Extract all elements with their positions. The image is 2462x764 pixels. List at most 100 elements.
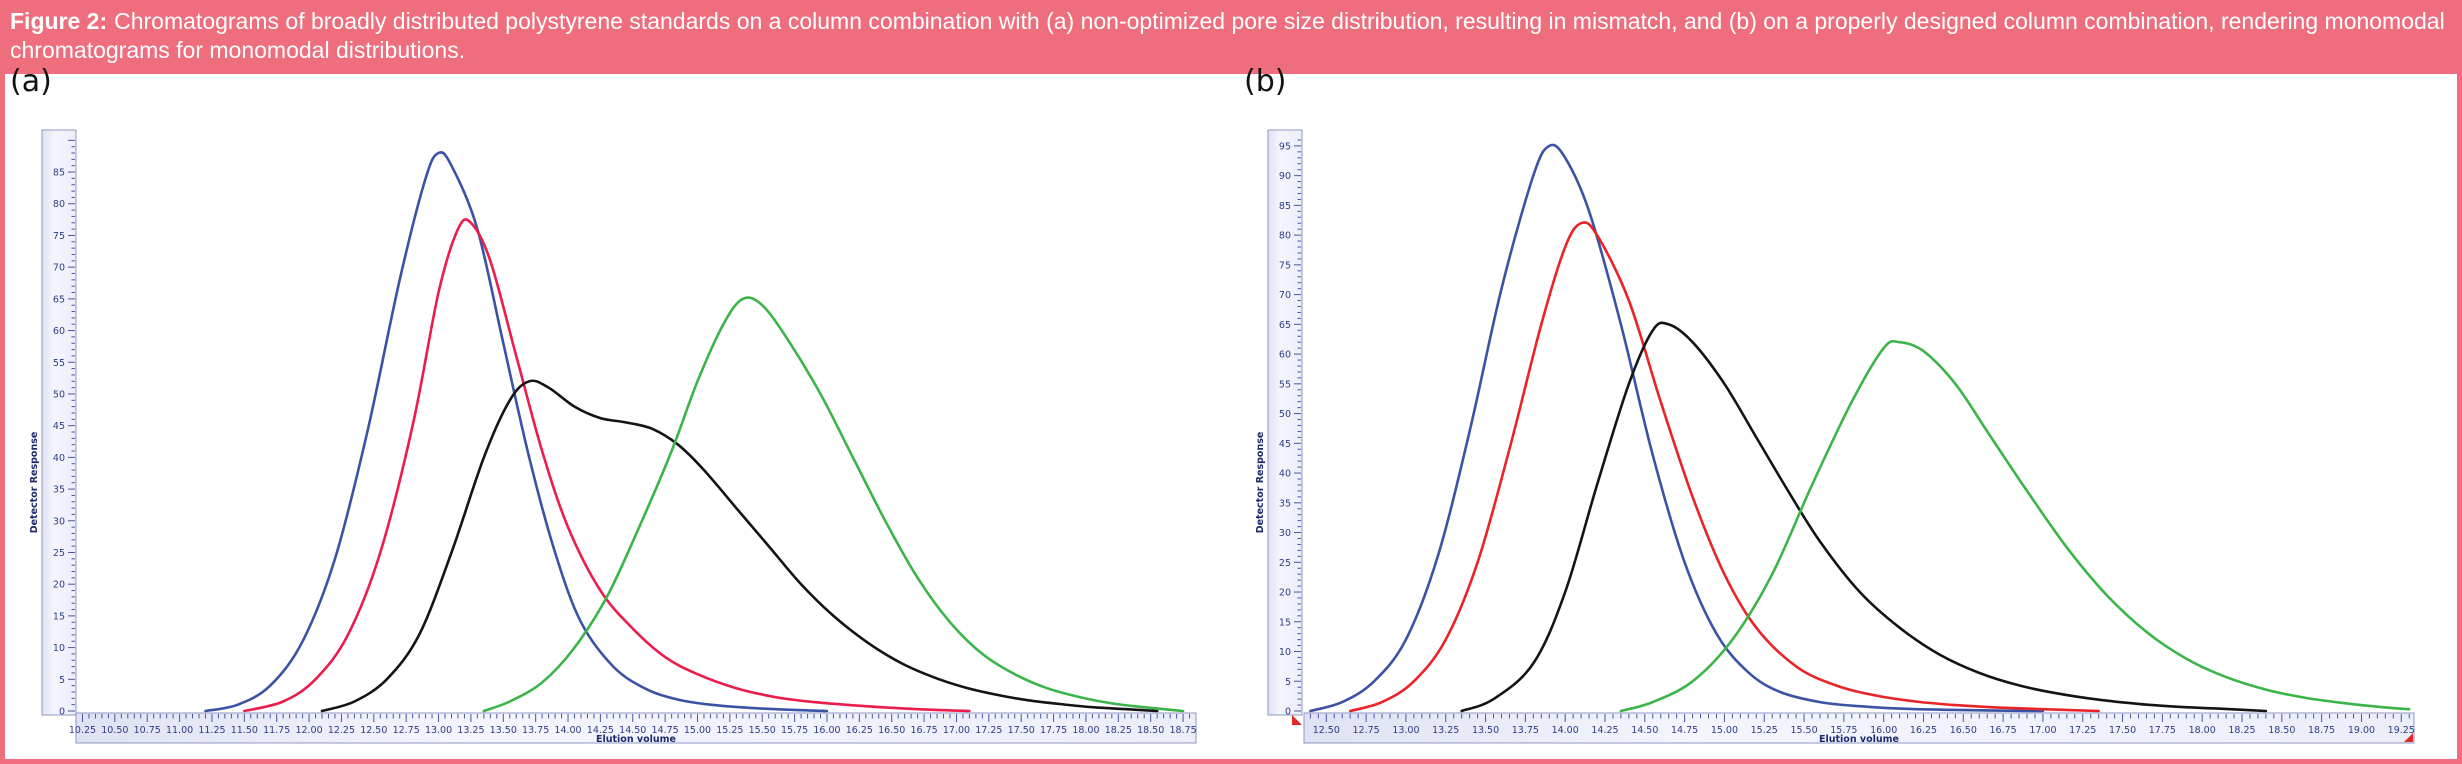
y-tick-label: 60 bbox=[53, 326, 65, 337]
y-tick-label: 75 bbox=[53, 231, 65, 242]
y-tick-label: 45 bbox=[1279, 439, 1291, 450]
x-tick-label: 18.00 bbox=[1072, 725, 1099, 736]
curve-green bbox=[1619, 339, 2411, 713]
y-tick-label: 20 bbox=[53, 580, 65, 591]
charts-row: (a) 0 5 10 15 20 25 30 35 40 45 50 55 60 65 70 75 80 85 10… bbox=[0, 62, 2462, 759]
curve-black bbox=[1460, 321, 2268, 713]
x-tick-label: 19.25 bbox=[2388, 725, 2415, 736]
chart-panel-b: (b) 0 5 10 15 20 25 30 35 40 45 50 55 60 65 70 75 80 85 90… bbox=[1240, 62, 2456, 759]
y-tick-label: 55 bbox=[1279, 379, 1291, 390]
y-tick-label: 80 bbox=[53, 199, 65, 210]
x-tick-label: 11.00 bbox=[166, 725, 193, 736]
x-tick-label: 17.75 bbox=[1040, 725, 1067, 736]
x-tick-label: 11.25 bbox=[198, 725, 225, 736]
y-axis-title: Detector Response bbox=[29, 432, 40, 534]
x-tick-label: 15.50 bbox=[1790, 725, 1817, 736]
x-tick-label: 18.00 bbox=[2189, 725, 2216, 736]
x-tick-label: 14.00 bbox=[554, 725, 581, 736]
y-tick-label: 70 bbox=[53, 263, 65, 274]
x-tick-label: 15.75 bbox=[1830, 725, 1857, 736]
x-tick-label: 16.00 bbox=[1870, 725, 1897, 736]
x-tick-label: 17.25 bbox=[975, 725, 1002, 736]
x-tick-label: 12.75 bbox=[1353, 725, 1380, 736]
curve-blue bbox=[1309, 143, 2045, 713]
x-tick-label: 15.00 bbox=[684, 725, 711, 736]
x-ticks: 10.25 10.50 10.75 11.00 11.25 11.50 11.75 12.00… bbox=[69, 714, 1197, 736]
x-tick-label: 10.75 bbox=[134, 725, 161, 736]
x-tick-label: 12.50 bbox=[1313, 725, 1340, 736]
curve-red bbox=[1348, 221, 2100, 713]
x-tick-label: 12.00 bbox=[295, 725, 322, 736]
x-tick-label: 13.00 bbox=[425, 725, 452, 736]
x-tick-label: 16.75 bbox=[910, 725, 937, 736]
y-tick-label: 30 bbox=[53, 516, 65, 527]
x-ticks: 12.50 12.75 13.00 13.25 13.50 13.75 14.00 14.25… bbox=[1309, 714, 2415, 736]
y-tick-label: 85 bbox=[53, 168, 65, 179]
x-tick-label: 12.75 bbox=[393, 725, 420, 736]
y-tick-label: 70 bbox=[1279, 290, 1291, 301]
y-tick-label: 50 bbox=[53, 389, 65, 400]
x-tick-label: 15.25 bbox=[1751, 725, 1778, 736]
y-tick-label: 25 bbox=[53, 548, 65, 559]
curve-green bbox=[482, 296, 1185, 713]
x-tick-label: 19.00 bbox=[2348, 725, 2375, 736]
y-tick-label: 20 bbox=[1279, 588, 1291, 599]
curve-blue bbox=[204, 151, 829, 713]
x-tick-label: 16.75 bbox=[1990, 725, 2017, 736]
y-tick-label: 30 bbox=[1279, 528, 1291, 539]
x-tick-label: 15.75 bbox=[781, 725, 808, 736]
x-tick-label: 18.50 bbox=[2268, 725, 2295, 736]
x-tick-label: 10.50 bbox=[101, 725, 128, 736]
x-tick-label: 12.25 bbox=[328, 725, 355, 736]
y-tick-label: 60 bbox=[1279, 350, 1291, 361]
x-tick-label: 14.00 bbox=[1552, 725, 1579, 736]
x-tick-label: 17.25 bbox=[2069, 725, 2096, 736]
x-tick-label: 14.75 bbox=[1671, 725, 1698, 736]
y-tick-label: 5 bbox=[1285, 677, 1291, 688]
y-tick-label: 0 bbox=[59, 707, 65, 718]
y-tick-label: 25 bbox=[1279, 558, 1291, 569]
x-axis-title: Elution volume bbox=[1819, 734, 1899, 745]
y-tick-label: 45 bbox=[53, 421, 65, 432]
x-axis-ruler bbox=[75, 712, 1197, 744]
x-axis-ruler bbox=[1303, 712, 2415, 744]
x-tick-label: 15.25 bbox=[716, 725, 743, 736]
curve-black bbox=[320, 379, 1159, 713]
figure-caption: Figure 2: Chromatograms of broadly distri… bbox=[0, 0, 2462, 74]
y-tick-label: 75 bbox=[1279, 260, 1291, 271]
y-tick-label: 15 bbox=[1279, 617, 1291, 628]
y-tick-label: 40 bbox=[1279, 469, 1291, 480]
x-tick-label: 14.75 bbox=[652, 725, 679, 736]
y-tick-label: 35 bbox=[1279, 498, 1291, 509]
y-axis-ruler bbox=[41, 129, 77, 716]
x-tick-label: 15.00 bbox=[1711, 725, 1738, 736]
x-axis-title: Elution volume bbox=[596, 734, 676, 745]
y-tick-label: 5 bbox=[59, 675, 65, 686]
y-tick-label: 55 bbox=[53, 358, 65, 369]
y-tick-label: 40 bbox=[53, 453, 65, 464]
x-tick-label: 13.00 bbox=[1392, 725, 1419, 736]
y-tick-label: 95 bbox=[1279, 141, 1291, 152]
x-tick-label: 16.25 bbox=[1910, 725, 1937, 736]
y-tick-label: 35 bbox=[53, 485, 65, 496]
x-tick-label: 17.00 bbox=[943, 725, 970, 736]
y-tick-label: 10 bbox=[53, 643, 65, 654]
x-tick-label: 16.50 bbox=[878, 725, 905, 736]
x-tick-label: 17.75 bbox=[2149, 725, 2176, 736]
y-tick-label: 15 bbox=[53, 611, 65, 622]
panel-label-b: (b) bbox=[1244, 64, 1287, 99]
x-tick-label: 12.50 bbox=[360, 725, 387, 736]
x-tick-label: 16.25 bbox=[846, 725, 873, 736]
x-tick-label: 18.75 bbox=[2308, 725, 2335, 736]
y-tick-label: 65 bbox=[53, 294, 65, 305]
figure-caption-text: Chromatograms of broadly distributed pol… bbox=[10, 8, 2445, 63]
chromatogram-b: 0 5 10 15 20 25 30 35 40 45 50 55 60 65 70 75 80 85 90 95 12… bbox=[1255, 129, 2415, 745]
y-ticks: 0 5 10 15 20 25 30 35 40 45 50 55 60 65 70 75 80 85 bbox=[53, 139, 75, 718]
y-tick-label: 0 bbox=[1285, 707, 1291, 718]
y-axis-ruler bbox=[1267, 129, 1303, 716]
x-tick-label: 13.75 bbox=[1512, 725, 1539, 736]
x-tick-label: 14.50 bbox=[619, 725, 646, 736]
chart-panel-a: (a) 0 5 10 15 20 25 30 35 40 45 50 55 60 65 70 75 80 85 10… bbox=[6, 62, 1226, 759]
